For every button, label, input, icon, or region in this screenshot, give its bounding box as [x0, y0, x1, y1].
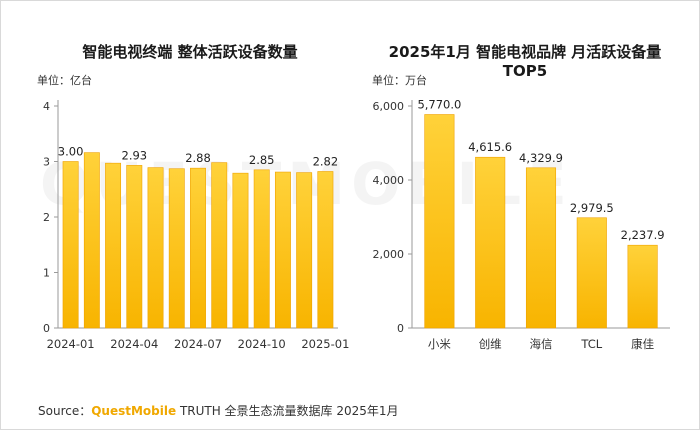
- left-y-tick-label: 1: [43, 267, 50, 280]
- left-x-tick-label: 2025-01: [301, 337, 349, 351]
- right-bar: [424, 114, 455, 329]
- left-chart-title: 智能电视终端 整体活跃设备数量: [82, 43, 298, 61]
- left-x-tick-label: 2024-04: [110, 337, 158, 351]
- source-brand: QuestMobile: [91, 404, 177, 418]
- right-chart-unit: 单位：万台: [372, 74, 427, 87]
- left-data-label: 2.93: [122, 148, 148, 162]
- left-bar: [253, 169, 270, 329]
- right-data-label: 2,979.5: [570, 201, 614, 215]
- left-bar: [147, 167, 164, 329]
- right-x-tick-label: 小米: [428, 337, 451, 351]
- left-x-tick-label: 2024-07: [174, 337, 222, 351]
- right-y-tick-label: 6,000: [373, 100, 405, 113]
- left-bar: [168, 168, 185, 329]
- left-bar: [83, 152, 100, 329]
- left-x-tick-label: 2024-01: [47, 337, 95, 351]
- left-y-tick-label: 2: [43, 211, 50, 224]
- right-chart-title-line2: TOP5: [502, 62, 548, 80]
- right-bar: [576, 217, 607, 329]
- source-note: Source：QuestMobile TRUTH 全景生态流量数据库 2025年…: [38, 402, 399, 419]
- left-y-tick-label: 3: [43, 156, 50, 169]
- right-y-tick-label: 2,000: [373, 248, 405, 261]
- left-bar: [62, 161, 79, 329]
- right-data-label: 4,329.9: [519, 151, 563, 165]
- left-data-label: 2.82: [313, 154, 339, 168]
- left-bar: [232, 172, 249, 329]
- left-data-label: 2.88: [185, 151, 211, 165]
- right-x-tick-label: 海信: [530, 337, 553, 351]
- right-data-label: 2,237.9: [621, 228, 665, 242]
- right-chart-title: 2025年1月 智能电视品牌 月活跃设备量 TOP5: [370, 43, 680, 81]
- right-chart-title-line1: 2025年1月 智能电视品牌 月活跃设备量: [388, 43, 662, 61]
- right-y-tick-label: 4,000: [373, 174, 405, 187]
- left-y-tick-label: 0: [43, 322, 50, 335]
- source-prefix: Source：: [38, 404, 92, 418]
- right-y-tick-label: 0: [397, 322, 404, 335]
- left-data-label: 3.00: [58, 145, 84, 159]
- right-x-tick-label: 创维: [479, 337, 502, 351]
- left-y-tick-label: 4: [43, 100, 50, 113]
- right-bar: [475, 156, 506, 329]
- left-chart-unit: 单位：亿台: [37, 74, 92, 87]
- left-data-label: 2.85: [249, 153, 275, 167]
- right-data-label: 5,770.0: [417, 98, 461, 112]
- left-bar: [105, 162, 122, 329]
- left-bar: [296, 172, 313, 329]
- right-bar: [627, 244, 658, 329]
- left-bar: [274, 171, 291, 329]
- right-bar: [525, 167, 557, 329]
- right-x-tick-label: TCL: [580, 337, 602, 351]
- left-bar: [211, 162, 228, 329]
- left-bar: [317, 171, 334, 329]
- right-x-tick-label: 康佳: [631, 337, 654, 351]
- source-suffix: TRUTH 全景生态流量数据库 2025年1月: [176, 404, 399, 418]
- left-x-tick-label: 2024-10: [238, 337, 286, 351]
- right-data-label: 4,615.6: [468, 140, 512, 154]
- left-bar: [190, 167, 206, 329]
- left-bar: [126, 165, 143, 329]
